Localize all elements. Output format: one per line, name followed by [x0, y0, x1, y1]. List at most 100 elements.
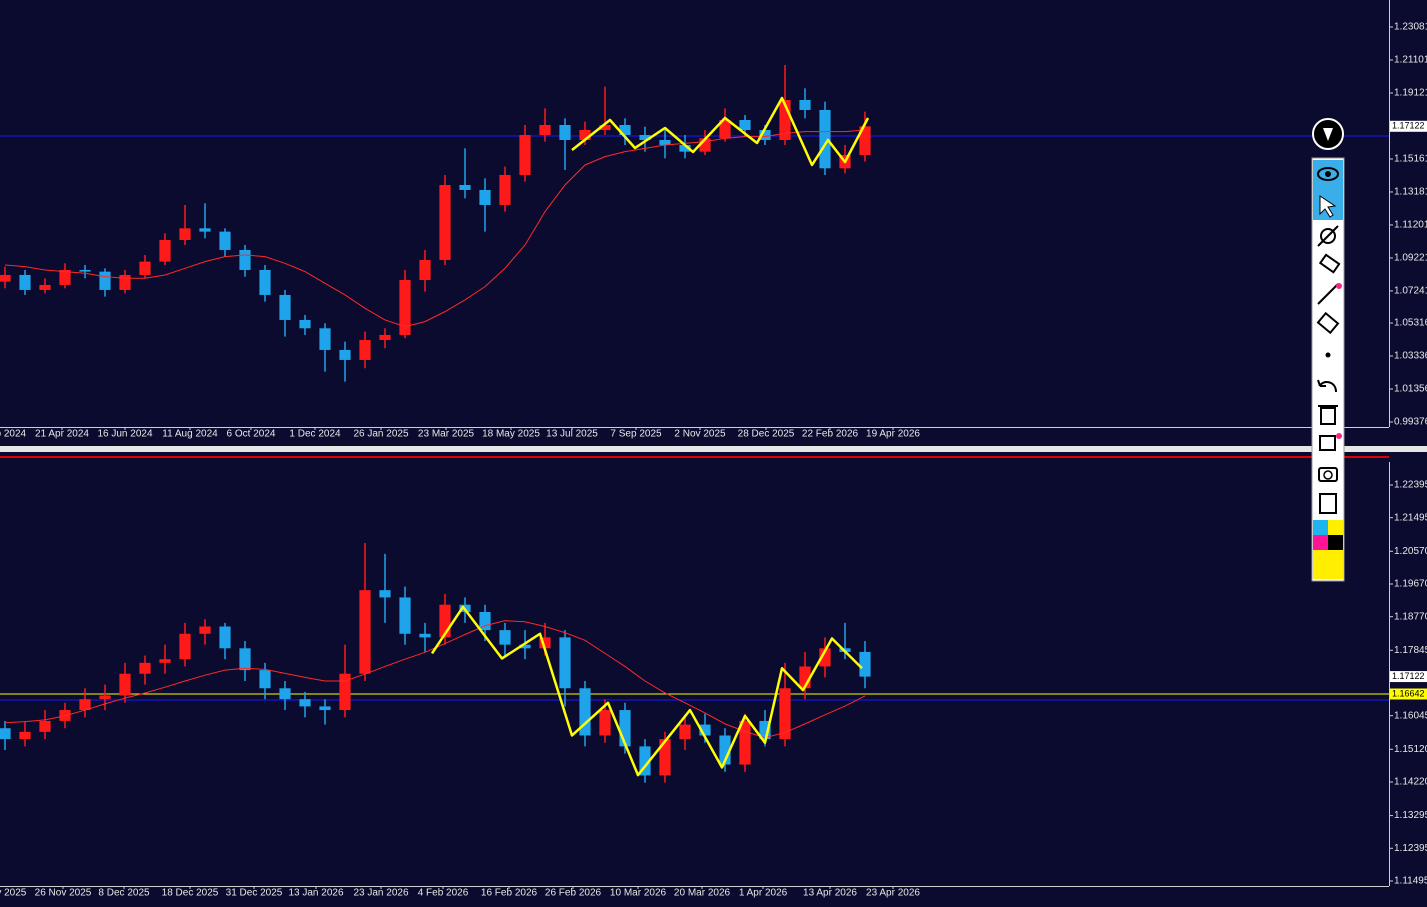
- template-tool[interactable]: [1319, 435, 1336, 451]
- candle-body: [179, 633, 191, 660]
- candle-body: [339, 673, 351, 711]
- y-tick-label: 1.22395: [1394, 480, 1427, 491]
- x-tick-label: 10 Mar 2026: [610, 888, 667, 899]
- candle-body: [759, 129, 771, 140]
- candle-body: [259, 670, 271, 689]
- candle-body: [299, 699, 311, 707]
- candle-body: [279, 688, 291, 700]
- x-tick-label: 21 Apr 2024: [35, 429, 89, 440]
- candle-body: [719, 735, 731, 765]
- candle-body: [19, 274, 31, 290]
- price-tag-label: 1.16642: [1392, 688, 1425, 698]
- candle-body: [119, 274, 131, 290]
- candle-body: [219, 626, 231, 649]
- x-tick-label: 26 Feb 2026: [545, 888, 602, 899]
- x-tick-label: 4 Feb 2026: [418, 888, 469, 899]
- candle-body: [339, 349, 351, 360]
- candle-body: [239, 249, 251, 270]
- eraser-tool[interactable]: [1318, 253, 1341, 274]
- candle-body: [639, 134, 651, 140]
- candle-body: [599, 710, 611, 736]
- x-tick-label: 23 Jan 2026: [353, 888, 408, 899]
- clipboard-tool[interactable]: [1319, 493, 1337, 514]
- price-tag-label: 1.17122: [1392, 671, 1425, 681]
- price-tag: [1390, 671, 1427, 683]
- tool-indicator: [1336, 283, 1342, 289]
- candle-body: [319, 706, 331, 711]
- candle-body: [739, 720, 751, 765]
- candle-body: [279, 294, 291, 320]
- camera-lens: [1323, 470, 1333, 480]
- eye-pupil: [1325, 171, 1331, 177]
- y-tick-label: 1.01356: [1394, 384, 1427, 395]
- y-tick-label: 1.19121: [1394, 88, 1427, 99]
- candle-body: [39, 720, 51, 732]
- y-tick-label: 1.11495: [1394, 876, 1427, 887]
- crosshair-tool[interactable]: [1320, 228, 1336, 244]
- candle-body: [539, 637, 551, 649]
- drawing-toolbar: [1311, 118, 1345, 582]
- y-tick-label: 1.23081: [1394, 22, 1427, 33]
- candle-body: [699, 138, 711, 152]
- x-tick-label: 25 Feb 2024: [0, 429, 27, 440]
- delete-tool[interactable]: [1320, 407, 1336, 425]
- color-black[interactable]: [1328, 535, 1343, 550]
- candle-body: [779, 688, 791, 740]
- candle-body: [0, 728, 11, 740]
- crosshair-slash: [1317, 225, 1339, 247]
- x-tick-label: 11 Aug 2024: [162, 429, 218, 440]
- candle-body: [199, 626, 211, 634]
- candle-body: [39, 284, 51, 290]
- eye-tool[interactable]: [1317, 167, 1339, 181]
- candle-body: [179, 228, 191, 240]
- rect-tool[interactable]: [1316, 311, 1340, 335]
- color-yellow[interactable]: [1328, 520, 1343, 535]
- y-tick-label: 1.20570: [1394, 546, 1427, 557]
- screenshot-tool[interactable]: [1318, 467, 1338, 482]
- x-tick-label: 26 Nov 2025: [35, 888, 92, 899]
- y-tick-label: 1.09221: [1394, 253, 1427, 264]
- cursor-tool[interactable]: [1319, 195, 1337, 218]
- candle-body: [439, 184, 451, 260]
- panel-splitter[interactable]: [0, 446, 1427, 452]
- candle-body: [579, 688, 591, 736]
- candle-body: [379, 590, 391, 598]
- candle-body: [819, 109, 831, 169]
- zigzag: [571, 96, 870, 167]
- price-tag-label: 1.17122: [1392, 121, 1425, 131]
- x-tick-label: 18 May 2025: [482, 429, 540, 440]
- y-tick-label: 1.13181: [1394, 187, 1427, 198]
- x-tick-label: 20 Mar 2026: [674, 888, 731, 899]
- candle-body: [299, 319, 311, 329]
- line-tool[interactable]: [1317, 283, 1339, 305]
- zigzag: [430, 605, 863, 777]
- dot-tool[interactable]: [1325, 352, 1331, 358]
- y-tick-label: 1.21101: [1394, 55, 1427, 66]
- candle-body: [159, 659, 171, 663]
- undo-tool[interactable]: [1317, 379, 1337, 393]
- y-tick-label: 1.18770: [1394, 611, 1427, 622]
- candle-body: [659, 739, 671, 776]
- candle-body: [419, 259, 431, 280]
- candle-body: [679, 144, 691, 152]
- candle-body: [199, 228, 211, 232]
- x-tick-label: 16 Feb 2026: [481, 888, 538, 899]
- x-tick-label: 28 Dec 2025: [738, 429, 795, 440]
- x-tick-label: 8 Dec 2025: [98, 888, 150, 899]
- price-tag: [1390, 688, 1427, 700]
- candle-body: [499, 174, 511, 205]
- candle-body: [459, 184, 471, 190]
- x-tick-label: 13 Apr 2026: [803, 888, 857, 899]
- color-cyan[interactable]: [1313, 520, 1328, 535]
- candle-body: [859, 651, 871, 677]
- candle-body: [659, 139, 671, 145]
- color-current[interactable]: [1313, 550, 1343, 579]
- x-tick-label: 7 Sep 2025: [610, 429, 662, 440]
- color-magenta[interactable]: [1313, 535, 1328, 550]
- candle-body: [99, 271, 111, 290]
- candle-body: [639, 746, 651, 776]
- x-tick-label: 2 Nov 2025: [674, 429, 726, 440]
- candle-body: [399, 279, 411, 335]
